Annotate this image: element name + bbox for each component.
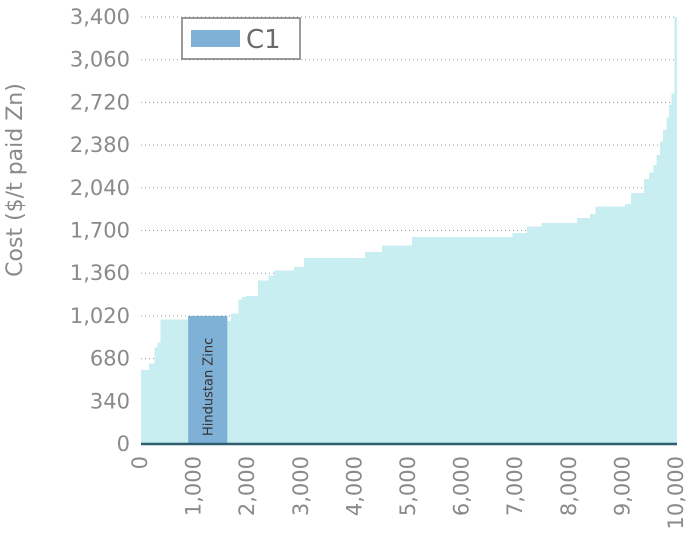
y-tick-label: 340 [90,389,130,413]
y-tick-label: 2,720 [70,90,130,114]
area-step [541,222,577,444]
area-step [630,192,644,444]
highlight-bar-hindustan-zinc [188,315,228,444]
x-tick-label: 2,000 [235,456,259,516]
x-tick-labels: 0 1,000 2,000 3,000 4,000 5,000 6,000 7,000 8,00… [128,456,688,529]
area-step [365,251,383,444]
y-axis-title: Cost ($/t paid Zn) [3,83,28,277]
x-tick-label: 9,000 [610,456,634,516]
area-step [590,214,596,444]
area-step [625,204,631,444]
area-step [246,295,258,444]
x-tick-label: 10,000 [664,456,688,529]
x-tick-label: 8,000 [557,456,581,516]
area-step [674,17,677,444]
area-step [643,179,650,444]
area-step [668,104,672,444]
area-step [659,141,664,445]
y-tick-label: 1,020 [70,304,130,328]
highlight-bar: Hindustan Zinc [188,315,228,444]
y-tick-label: 1,360 [70,261,130,285]
area-step [160,319,189,444]
y-tick-label: 1,700 [70,219,130,243]
area-step [227,320,232,444]
y-tick-label: 680 [90,347,130,371]
area-step [238,299,242,444]
area-step [656,155,660,444]
area-step [273,270,294,444]
x-tick-label: 6,000 [450,456,474,516]
x-tick-label: 0 [128,456,152,469]
x-tick-label: 4,000 [342,456,366,516]
area-step [382,245,413,444]
area-step [154,347,158,444]
x-tick-label: 3,000 [289,456,313,516]
area-step [303,258,366,444]
area-step [293,266,304,444]
area-step [241,297,247,444]
area-step [666,117,669,445]
x-tick-label: 1,000 [182,456,206,516]
y-tick-label: 2,380 [70,133,130,157]
area-step [141,369,150,444]
area-step [149,363,155,444]
y-tick-labels: 0 340 680 1,020 1,360 1,700 2,040 2,380 2,720 3,0… [70,5,130,456]
area-step [412,236,513,444]
area-step [526,226,542,444]
area-step [512,233,527,444]
series-c1-area [141,17,677,445]
y-tick-label: 2,040 [70,176,130,200]
highlight-label: Hindustan Zinc [202,338,217,436]
area-step [595,206,626,444]
y-tick-label: 0 [117,432,130,456]
legend: C1 [181,17,301,60]
area-step [257,280,269,444]
area-step [671,93,675,444]
area-step [157,342,161,444]
x-tick-label: 7,000 [503,456,527,516]
legend-swatch-c1 [191,30,240,47]
legend-label-c1: C1 [246,25,281,55]
area-step [268,275,274,444]
area-step [231,313,239,444]
area-step [576,217,591,444]
y-tick-label: 3,400 [70,5,130,29]
area-step [663,130,667,444]
y-tick-label: 3,060 [70,48,130,72]
area-step [649,172,654,444]
x-tick-label: 5,000 [396,456,420,516]
area-step [653,165,657,444]
